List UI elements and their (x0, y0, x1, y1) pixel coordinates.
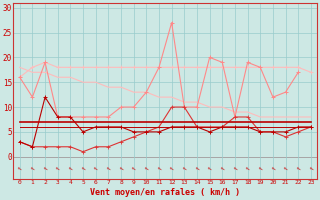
Text: ←: ← (156, 164, 162, 171)
Text: ←: ← (308, 164, 314, 171)
Text: ←: ← (219, 164, 226, 171)
Text: ←: ← (67, 164, 74, 171)
Text: ←: ← (118, 164, 124, 171)
Text: ←: ← (168, 164, 175, 171)
Text: ←: ← (206, 164, 213, 171)
Text: ←: ← (92, 164, 99, 171)
Text: ←: ← (194, 164, 200, 171)
Text: ←: ← (105, 164, 112, 171)
Text: ←: ← (282, 164, 289, 171)
Text: ←: ← (295, 164, 301, 171)
Text: ←: ← (232, 164, 238, 171)
Text: ←: ← (54, 164, 61, 171)
Text: ←: ← (29, 164, 36, 171)
Text: ←: ← (244, 164, 251, 171)
Text: ←: ← (17, 164, 23, 171)
Text: ←: ← (80, 164, 86, 171)
Text: ←: ← (257, 164, 263, 171)
Text: ←: ← (131, 164, 137, 171)
Text: ←: ← (270, 164, 276, 171)
Text: ←: ← (42, 164, 48, 171)
Text: ←: ← (143, 164, 149, 171)
Text: ←: ← (181, 164, 188, 171)
X-axis label: Vent moyen/en rafales ( km/h ): Vent moyen/en rafales ( km/h ) (90, 188, 240, 197)
